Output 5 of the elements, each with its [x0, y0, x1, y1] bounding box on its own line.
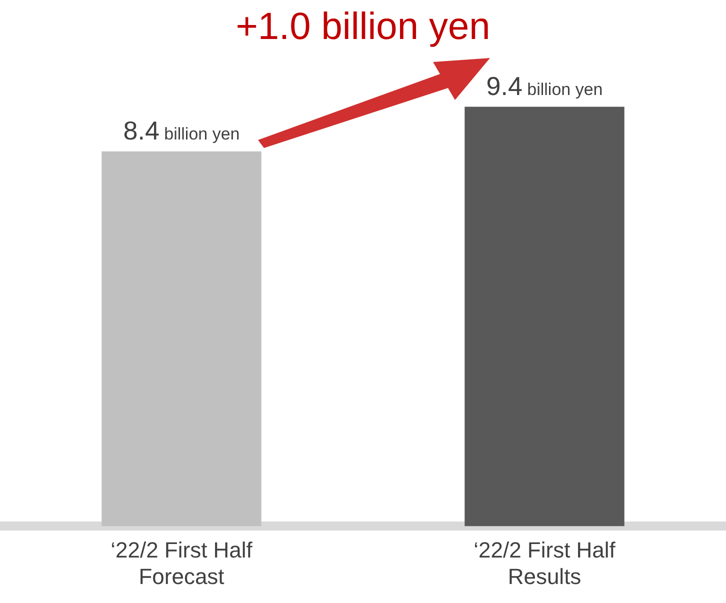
x-tick-label: ‘22/2 First Half Forecast — [110, 537, 254, 589]
data-label: 8.4 billion yen — [123, 115, 240, 146]
x-tick-label: ‘22/2 First Half Results — [474, 537, 616, 589]
data-label: 9.4 billion yen — [486, 70, 603, 101]
text: +1.0 billion yen — [234, 6, 492, 49]
